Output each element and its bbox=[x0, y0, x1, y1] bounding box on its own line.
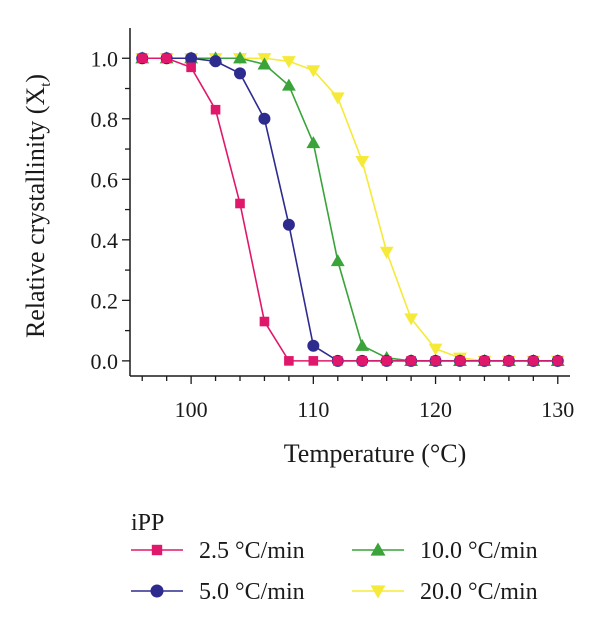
data-point bbox=[552, 356, 563, 366]
data-point bbox=[258, 112, 271, 125]
data-point bbox=[161, 53, 172, 64]
data-point bbox=[479, 356, 490, 366]
legend-marker bbox=[370, 542, 386, 556]
data-point bbox=[307, 339, 320, 352]
data-point bbox=[332, 356, 343, 366]
series-3 bbox=[135, 51, 565, 367]
series-2 bbox=[136, 52, 564, 367]
data-point bbox=[209, 55, 222, 68]
data-point bbox=[259, 316, 270, 327]
legend-item: 10.0 °C/min bbox=[352, 538, 538, 564]
data-point bbox=[186, 62, 196, 73]
data-point bbox=[381, 356, 392, 366]
x-tick-label: 110 bbox=[297, 397, 329, 422]
legend-marker bbox=[370, 585, 386, 599]
x-tick-label: 100 bbox=[175, 397, 208, 422]
y-tick-label: 0.4 bbox=[91, 228, 119, 253]
data-point bbox=[406, 356, 416, 366]
legend-item: 2.5 °C/min bbox=[131, 538, 305, 564]
y-axis-title: Relative crystallinity (Xt) bbox=[21, 74, 54, 338]
data-point bbox=[330, 254, 345, 267]
data-point bbox=[379, 246, 394, 259]
y-tick-label: 0.2 bbox=[91, 288, 119, 313]
legend-item: 20.0 °C/min bbox=[352, 579, 538, 605]
legend: iPP 2.5 °C/min 5.0 °C/min 10.0 °C/min 20.0 … bbox=[131, 510, 538, 605]
series-line bbox=[142, 57, 558, 362]
data-point bbox=[210, 104, 221, 115]
data-point bbox=[281, 56, 296, 69]
legend-label: 2.5 °C/min bbox=[199, 538, 305, 564]
legend-items: 2.5 °C/min 5.0 °C/min 10.0 °C/min 20.0 °C/m… bbox=[131, 538, 538, 605]
data-point bbox=[257, 57, 272, 70]
x-axis-title: Temperature (°C) bbox=[284, 439, 467, 468]
data-point bbox=[234, 67, 246, 80]
series-line bbox=[142, 57, 558, 362]
series-1 bbox=[137, 53, 563, 366]
data-point bbox=[404, 313, 419, 326]
data-point bbox=[284, 356, 294, 366]
legend-label: 10.0 °C/min bbox=[420, 538, 538, 564]
data-point bbox=[330, 92, 345, 105]
x-tick-label: 130 bbox=[541, 397, 574, 422]
data-point bbox=[185, 52, 198, 65]
data-point bbox=[306, 65, 321, 78]
axes: 100 110 120 130 0.0 0.2 0.4 0.6 0.8 1.0 bbox=[91, 28, 574, 422]
x-tick-label: 120 bbox=[419, 397, 452, 422]
series-line bbox=[142, 57, 558, 362]
data-point bbox=[137, 53, 148, 64]
data-point bbox=[282, 218, 295, 231]
data-point bbox=[355, 155, 370, 169]
legend-item: 5.0 °C/min bbox=[131, 579, 305, 605]
x-ticks: 100 110 120 130 bbox=[141, 376, 574, 422]
data-point bbox=[504, 356, 514, 366]
data-point bbox=[430, 356, 441, 366]
data-point bbox=[308, 356, 319, 366]
legend-label: 20.0 °C/min bbox=[420, 579, 538, 605]
y-tick-label: 0.0 bbox=[91, 349, 119, 374]
legend-marker bbox=[150, 584, 164, 598]
y-tick-label: 1.0 bbox=[91, 46, 119, 71]
y-tick-label: 0.6 bbox=[91, 167, 119, 192]
series-4 bbox=[135, 53, 565, 368]
data-point bbox=[306, 136, 321, 149]
data-point bbox=[357, 356, 368, 366]
data-point bbox=[528, 356, 539, 366]
y-ticks: 0.0 0.2 0.4 0.6 0.8 1.0 bbox=[91, 46, 130, 374]
data-point bbox=[235, 198, 245, 209]
data-point bbox=[455, 356, 465, 366]
legend-label: 5.0 °C/min bbox=[199, 579, 305, 605]
legend-title: iPP bbox=[131, 510, 164, 536]
series-line bbox=[142, 57, 558, 362]
data-point bbox=[428, 343, 443, 356]
data-point bbox=[233, 51, 247, 64]
series-layer bbox=[135, 51, 565, 368]
y-tick-label: 0.8 bbox=[91, 107, 119, 132]
data-point bbox=[355, 338, 370, 351]
legend-marker bbox=[151, 544, 163, 556]
data-point bbox=[281, 78, 296, 91]
